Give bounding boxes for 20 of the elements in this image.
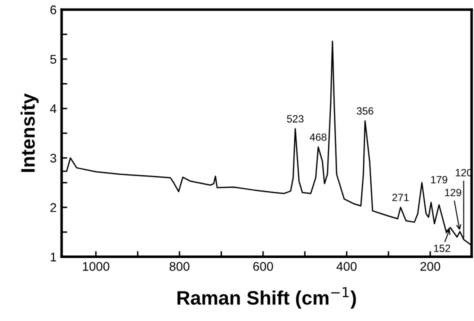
annotation: 179 [431, 176, 448, 184]
y-tick-label: 4 [50, 104, 56, 114]
x-tick-label: 600 [253, 262, 274, 271]
annotation: 468 [310, 133, 326, 141]
x-tick-label: 200 [420, 262, 440, 271]
y-tick-label: 2 [50, 203, 56, 212]
y-tick-label: 3 [50, 154, 56, 163]
annotation: 152 [434, 244, 450, 252]
y-axis-title: Intensity [20, 93, 39, 172]
y-tick-label: 6 [50, 5, 56, 14]
annotation: 356 [356, 107, 374, 115]
annotation: 271 [392, 194, 409, 202]
y-tick-label: 5 [50, 54, 56, 64]
x-tick-label: 800 [170, 262, 190, 271]
annotation: 129 [445, 188, 462, 196]
y-tick-label: 1 [50, 252, 56, 262]
x-tick-label: 400 [336, 262, 357, 271]
annotation: 523 [286, 115, 304, 123]
x-axis-title: Raman Shift (cm$^{−1}$) [178, 287, 356, 309]
x-tick-label: 1000 [82, 262, 110, 271]
